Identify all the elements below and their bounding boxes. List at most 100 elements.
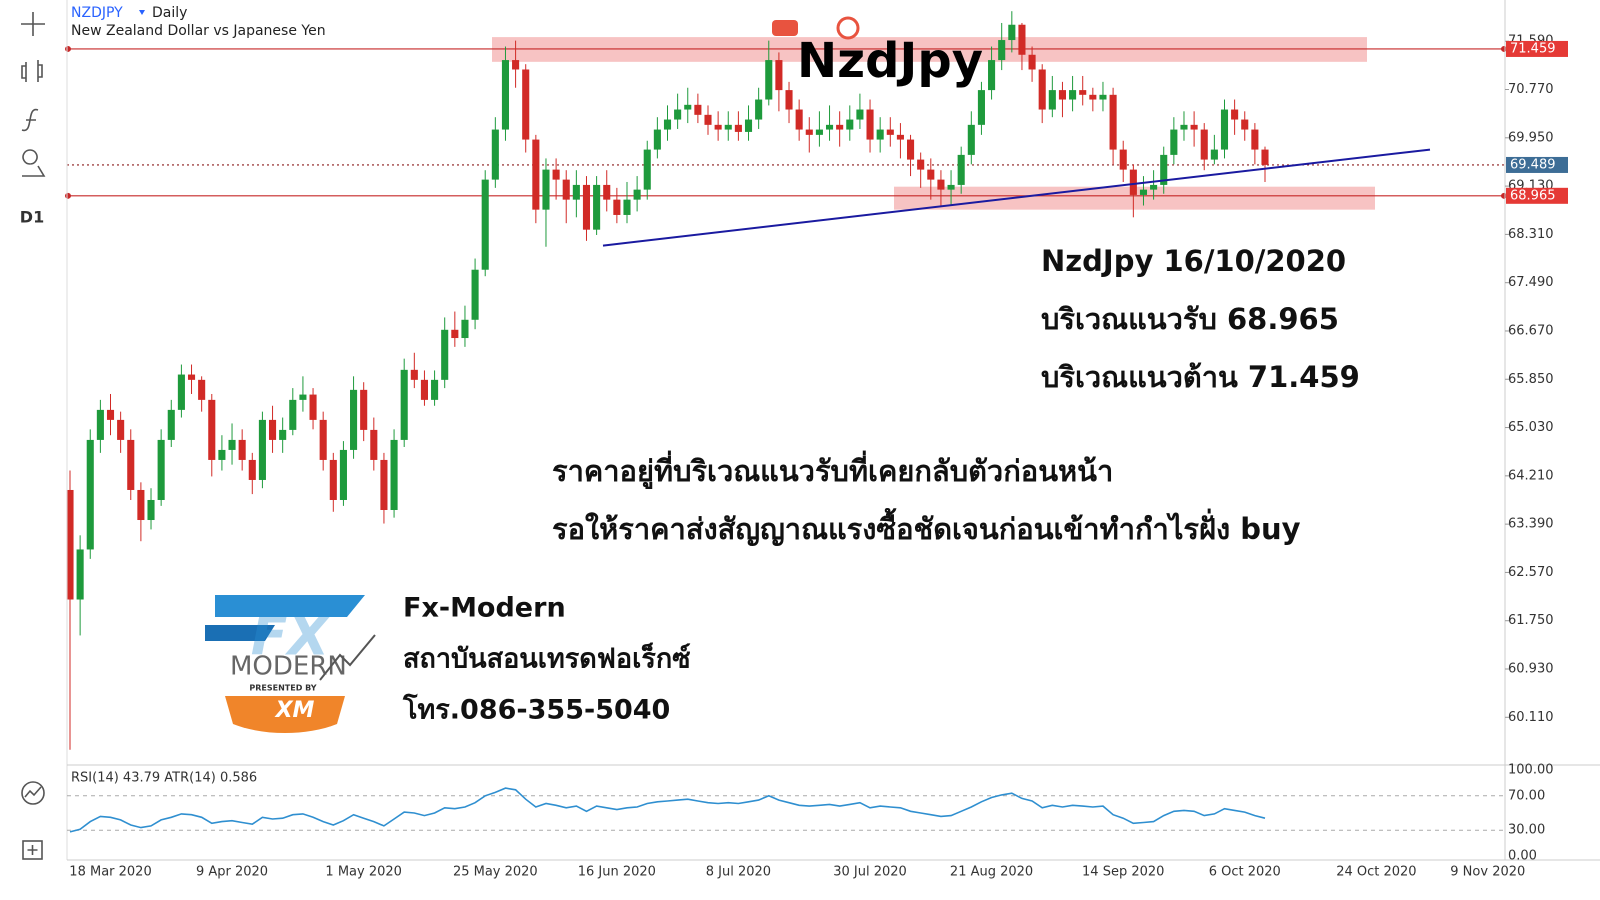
- candle-body: [350, 389, 358, 450]
- candle-body: [380, 459, 388, 510]
- candle-body: [66, 489, 74, 600]
- candle-body: [815, 129, 823, 135]
- logo-shape: [215, 595, 365, 617]
- price-label-box: [1506, 40, 1568, 57]
- candle-body: [1048, 90, 1056, 110]
- add-glyph: [27, 845, 38, 855]
- candle-body: [643, 149, 651, 190]
- candle-body: [177, 374, 185, 410]
- price-label-box: [1506, 156, 1568, 173]
- candle-body: [1038, 69, 1046, 110]
- candle-body: [542, 169, 550, 210]
- candle-body: [674, 109, 682, 120]
- candle-body: [289, 399, 297, 430]
- x-tick-label: 1 May 2020: [325, 865, 402, 880]
- x-tick-label: 25 May 2020: [453, 865, 538, 880]
- candle-body: [106, 409, 115, 420]
- candle-body: [886, 129, 894, 135]
- y-tick-label: 69.950: [1508, 130, 1554, 145]
- candle-body: [1008, 24, 1016, 41]
- candle-body: [431, 379, 439, 400]
- symbol-dropdown[interactable]: [139, 10, 145, 15]
- rsi-tick-label: 100.00: [1508, 763, 1554, 778]
- description: New Zealand Dollar vs Japanese Yen: [71, 23, 326, 39]
- y-tick-label: 60.110: [1508, 710, 1554, 725]
- candle-body: [1170, 129, 1178, 155]
- indicator-icon[interactable]: [21, 108, 39, 132]
- brand-name: Fx-Modern: [403, 593, 566, 624]
- candle-body: [1231, 109, 1239, 120]
- candle-body: [390, 439, 398, 510]
- candle-body: [137, 489, 145, 521]
- add-pane-icon[interactable]: [22, 840, 43, 860]
- level-handle: [65, 45, 71, 52]
- candle-body: [76, 549, 84, 600]
- toolbar: [21, 12, 46, 860]
- candle-body: [1028, 54, 1036, 70]
- candle-body: [512, 60, 520, 70]
- event-marker[interactable]: [836, 16, 860, 40]
- candle-body: [704, 114, 712, 125]
- crosshair-icon[interactable]: [21, 12, 45, 36]
- x-tick-label: 21 Aug 2020: [950, 865, 1033, 880]
- x-tick-label: 9 Nov 2020: [1450, 865, 1525, 880]
- candle-body: [623, 199, 631, 215]
- candle-body: [694, 104, 702, 115]
- candle-body: [198, 379, 206, 400]
- candle-body: [1069, 90, 1077, 100]
- candle-body: [532, 139, 540, 210]
- candle-body: [96, 409, 104, 440]
- trendline: [602, 148, 1431, 247]
- x-tick-label: 8 Jul 2020: [706, 865, 771, 880]
- candle-body: [1200, 129, 1208, 160]
- candle-body: [1220, 109, 1229, 150]
- candle-body: [937, 179, 945, 190]
- candle-body: [917, 159, 925, 170]
- annotation-line: รอให้ราคาส่งสัญญาณแรงซื้อชัดเจนก่อนเข้าท…: [552, 507, 1301, 547]
- candle-body: [552, 169, 560, 180]
- compare-icon[interactable]: [22, 149, 46, 177]
- rsi-tick-label: 30.00: [1508, 823, 1545, 838]
- candle-body: [1180, 124, 1188, 130]
- candle-body: [319, 419, 327, 460]
- candle-body: [1139, 189, 1148, 195]
- annotation-support: บริเวณแนวรับ 68.965: [1041, 302, 1339, 336]
- candle-body: [1150, 184, 1158, 190]
- annotation-line: ราคาอยู่ที่บริเวณแนวรับที่เคยกลับตัวก่อน…: [552, 450, 1113, 489]
- indicator-pane-icon[interactable]: [21, 781, 45, 805]
- candle-body: [572, 184, 580, 200]
- candle-body: [795, 109, 803, 130]
- candle-body: [1160, 154, 1168, 185]
- event-marker[interactable]: [772, 20, 798, 36]
- candle-body: [491, 129, 499, 180]
- logo-shape: [205, 625, 275, 641]
- candle-body: [481, 179, 489, 270]
- candles-icon[interactable]: [21, 60, 43, 82]
- candle-body: [896, 134, 904, 140]
- candle-body: [785, 90, 793, 110]
- candle-body: [998, 40, 1006, 61]
- candle-body: [187, 374, 196, 380]
- level-handle: [65, 192, 71, 199]
- timeframe[interactable]: D1: [20, 208, 44, 227]
- candle-body: [370, 429, 378, 460]
- symbol[interactable]: NZDJPY: [71, 5, 123, 21]
- x-tick-label: 30 Jul 2020: [833, 865, 907, 880]
- x-tick-label: 18 Mar 2020: [69, 865, 151, 880]
- candle-body: [471, 269, 479, 320]
- candle-body: [1018, 24, 1026, 55]
- candle-body: [744, 119, 753, 132]
- candle-body: [147, 499, 155, 521]
- candle-body: [360, 389, 368, 430]
- y-tick-label: 62.570: [1508, 565, 1554, 580]
- candle-body: [724, 124, 732, 130]
- candle-body: [765, 60, 773, 100]
- candle-body: [400, 369, 408, 440]
- logo: FX MODERN PRESENTED BY XM: [205, 595, 376, 733]
- candle-body: [299, 394, 307, 400]
- x-tick-label: 16 Jun 2020: [578, 865, 656, 880]
- broker: XM: [274, 698, 315, 723]
- candle-body: [977, 90, 985, 125]
- y-tick-label: 67.490: [1508, 275, 1554, 290]
- price-label: 69.489: [1510, 157, 1556, 172]
